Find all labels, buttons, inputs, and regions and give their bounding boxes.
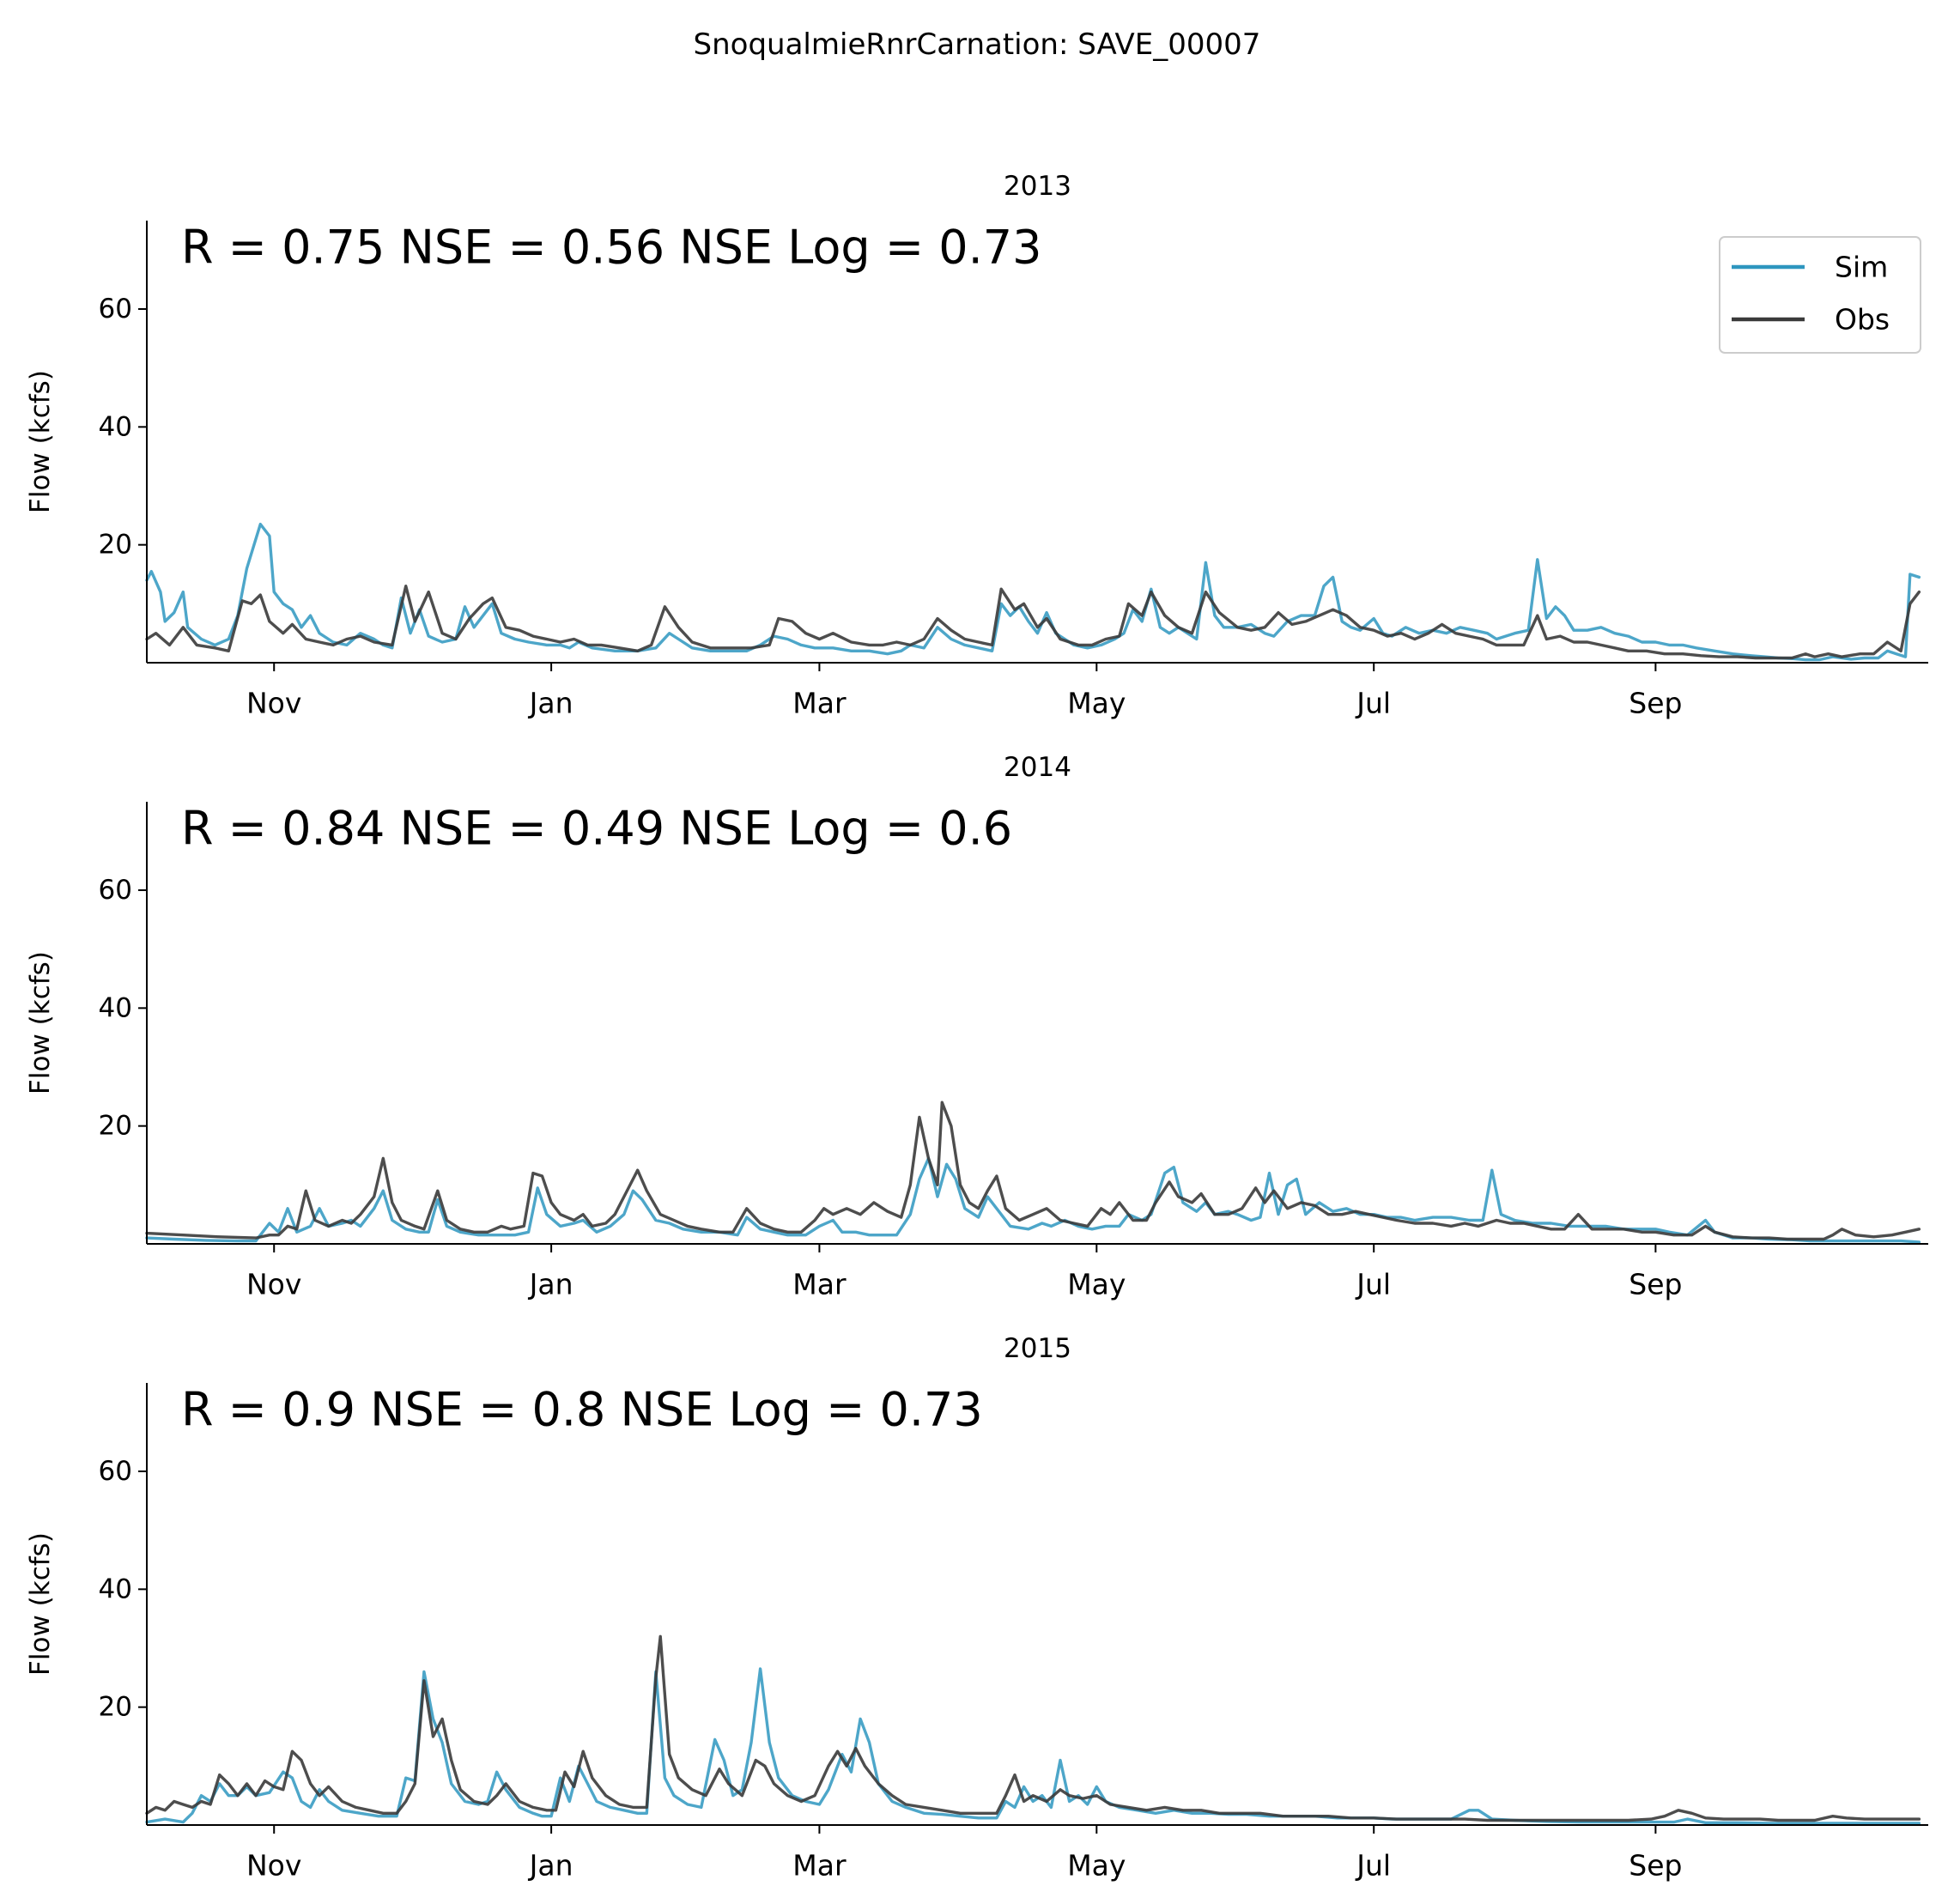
y-tick-label: 20 (99, 530, 132, 561)
y-tick-label: 60 (99, 1456, 132, 1487)
series-line-obs (145, 1634, 1921, 1822)
panel-title: 2014 (1004, 752, 1071, 783)
y-tick-label: 40 (99, 1574, 132, 1604)
panel-2014: 2014 Flow (kcfs) 20 40 60 Nov Jan Mar May Jul Sep R… (25, 752, 1928, 1301)
x-tick-label: Sep (1629, 1849, 1682, 1883)
x-tick-label: May (1067, 1849, 1126, 1883)
y-axis-label: Flow (kcfs) (25, 370, 56, 513)
x-tick-label: Sep (1629, 1268, 1682, 1301)
y-tick-label: 40 (99, 992, 132, 1023)
series-line-obs (145, 585, 1921, 660)
x-tick-label: Mar (792, 687, 847, 720)
panel-title: 2013 (1004, 171, 1071, 202)
x-tick-label: Nov (246, 1268, 301, 1301)
x-tick-label: May (1067, 687, 1126, 720)
x-tick-label: Jul (1355, 687, 1391, 720)
stats-annotation: R = 0.84 NSE = 0.49 NSE Log = 0.6 (181, 802, 1012, 856)
panel-title: 2015 (1004, 1333, 1071, 1364)
y-tick-label: 60 (99, 875, 132, 906)
legend-label-obs: Obs (1835, 303, 1890, 337)
x-tick-label: May (1067, 1268, 1126, 1301)
y-tick-label: 40 (99, 411, 132, 442)
x-tick-label: Jan (528, 1849, 573, 1883)
legend: Sim Obs (1719, 236, 1921, 354)
x-tick-label: Jul (1355, 1849, 1391, 1883)
y-tick-label: 20 (99, 1111, 132, 1142)
stats-annotation: R = 0.9 NSE = 0.8 NSE Log = 0.73 (181, 1383, 983, 1437)
x-tick-label: Jan (528, 687, 573, 720)
series-line-sim (145, 1156, 1921, 1244)
x-tick-label: Mar (792, 1849, 847, 1883)
x-tick-label: Mar (792, 1268, 847, 1301)
x-tick-label: Sep (1629, 687, 1682, 720)
panel-2013: 2013 Flow (kcfs) 20 40 60 Nov Jan Mar May Jul Sep R… (25, 171, 1928, 720)
y-axis-label: Flow (kcfs) (25, 1532, 56, 1676)
figure-title: SnoqualmieRnrCarnation: SAVE_00007 (694, 27, 1261, 62)
panel-2015: 2015 Flow (kcfs) 20 40 60 Nov Jan Mar May Jul Sep R… (25, 1333, 1928, 1883)
legend-label-sim: Sim (1835, 251, 1888, 284)
y-tick-label: 20 (99, 1692, 132, 1723)
x-tick-label: Nov (246, 1849, 301, 1883)
legend-box (1719, 236, 1921, 354)
y-tick-label: 60 (99, 294, 132, 324)
x-tick-label: Jul (1355, 1268, 1391, 1301)
y-axis-label: Flow (kcfs) (25, 951, 56, 1094)
stats-annotation: R = 0.75 NSE = 0.56 NSE Log = 0.73 (181, 221, 1041, 275)
x-tick-label: Nov (246, 687, 301, 720)
x-tick-label: Jan (528, 1268, 573, 1301)
series-line-obs (145, 1101, 1921, 1241)
